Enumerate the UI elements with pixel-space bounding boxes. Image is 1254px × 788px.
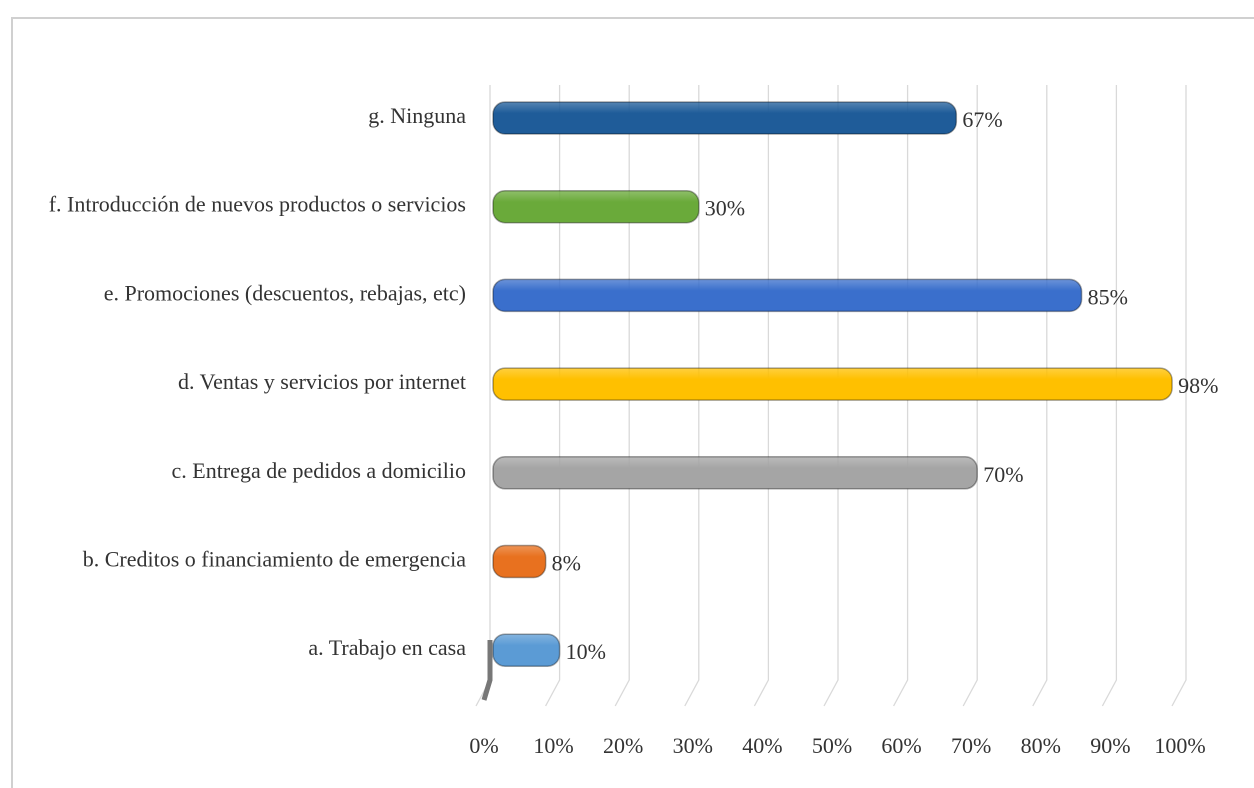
bar bbox=[492, 544, 547, 579]
x-tick-label: 0% bbox=[469, 733, 498, 758]
y-tick-label: f. Introducción de nuevos productos o se… bbox=[49, 192, 466, 217]
data-label: 30% bbox=[705, 196, 745, 221]
x-tick-label: 30% bbox=[673, 733, 713, 758]
data-label: 67% bbox=[962, 107, 1002, 132]
x-tick-label: 80% bbox=[1021, 733, 1061, 758]
x-tick-label: 60% bbox=[881, 733, 921, 758]
data-label: 70% bbox=[983, 462, 1023, 487]
y-tick-label: e. Promociones (descuentos, rebajas, etc… bbox=[104, 280, 466, 305]
x-tick-label: 10% bbox=[533, 733, 573, 758]
grid-line bbox=[475, 85, 491, 707]
bar bbox=[492, 101, 958, 135]
x-tick-label: 100% bbox=[1154, 733, 1205, 758]
y-tick-label: a. Trabajo en casa bbox=[308, 635, 466, 660]
x-tick-label: 40% bbox=[742, 733, 782, 758]
data-label: 8% bbox=[552, 551, 581, 576]
x-tick-label: 20% bbox=[603, 733, 643, 758]
bar bbox=[492, 278, 1083, 313]
bar bbox=[492, 456, 978, 490]
y-tick-label: d. Ventas y servicios por internet bbox=[178, 369, 466, 394]
grid-line bbox=[1171, 85, 1187, 707]
x-tick-label: 90% bbox=[1090, 733, 1130, 758]
x-tick-label: 70% bbox=[951, 733, 991, 758]
y-tick-label: g. Ninguna bbox=[368, 103, 466, 128]
data-label: 10% bbox=[566, 639, 606, 664]
chart-frame bbox=[11, 17, 1254, 788]
y-tick-label: b. Creditos o financiamiento de emergenc… bbox=[83, 547, 466, 572]
bar bbox=[492, 367, 1173, 401]
bar bbox=[492, 633, 561, 667]
data-label: 98% bbox=[1178, 373, 1218, 398]
y-tick-label: c. Entrega de pedidos a domicilio bbox=[172, 458, 466, 483]
axis-floor bbox=[481, 640, 493, 701]
bar bbox=[492, 189, 700, 224]
grid-line bbox=[1101, 85, 1118, 707]
x-tick-label: 50% bbox=[812, 733, 852, 758]
data-label: 85% bbox=[1088, 284, 1128, 309]
